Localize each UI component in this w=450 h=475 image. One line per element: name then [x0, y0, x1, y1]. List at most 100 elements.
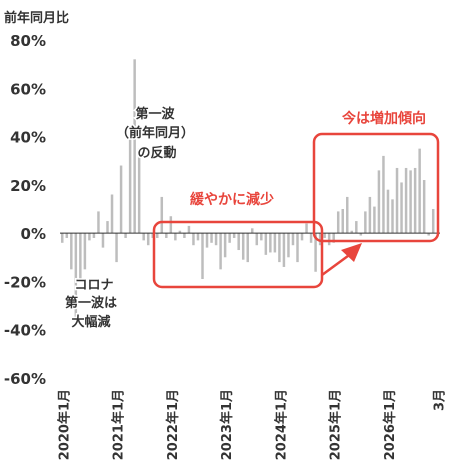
annotation-covid-drop: コロナ 第一波は 大幅減	[63, 277, 118, 332]
bar	[128, 136, 132, 234]
bar	[237, 233, 240, 251]
bar	[341, 209, 344, 234]
annotation-line: 第一波は	[65, 295, 117, 311]
bar	[79, 233, 82, 282]
x-tick-label: 2023年1月	[219, 389, 235, 460]
y-tick-label: 60%	[10, 80, 46, 98]
y-tick-label: 0%	[21, 225, 46, 243]
bar	[382, 155, 385, 234]
bar	[88, 233, 91, 241]
bar	[92, 233, 96, 238]
bar	[431, 209, 435, 234]
bar	[160, 196, 164, 234]
x-tick-label: 2025年1月	[328, 389, 344, 460]
annotation-line: 大幅減	[71, 314, 110, 330]
x-tick-label: 2022年1月	[165, 389, 181, 460]
annotation-increase: 今は増加傾向	[341, 110, 426, 127]
bar	[386, 189, 390, 234]
bar	[232, 233, 236, 238]
bar	[241, 233, 245, 260]
bar	[364, 211, 367, 234]
x-tick-label: 2020年1月	[56, 389, 72, 460]
bar	[201, 233, 204, 280]
bar	[391, 199, 394, 234]
bar	[287, 233, 290, 258]
last-month-label: 3月	[433, 389, 448, 411]
bar	[223, 233, 227, 258]
x-tick-label: 2021年1月	[111, 389, 127, 460]
bar	[282, 233, 286, 267]
annotation-line: の反動	[137, 145, 176, 161]
highlight-box-increase	[312, 132, 440, 243]
bar	[228, 233, 231, 243]
x-tick-label: 2024年1月	[273, 389, 289, 460]
bar	[255, 233, 259, 246]
y-tick-label: -60%	[4, 370, 46, 388]
bar	[187, 225, 191, 234]
annotation-line: 第一波	[135, 106, 175, 122]
bar	[115, 233, 118, 263]
arrow-shaft	[321, 251, 353, 277]
bar	[142, 233, 145, 241]
bar	[296, 233, 299, 263]
bar	[165, 233, 168, 238]
bar	[137, 148, 141, 234]
bar	[192, 233, 195, 246]
bar	[70, 233, 73, 270]
y-tick-label: -40%	[4, 322, 46, 340]
annotation-line: （前年同月）	[116, 125, 194, 141]
bar	[119, 165, 123, 234]
annotation-slow-decline: 緩やかに減少	[190, 191, 274, 208]
bar	[291, 233, 295, 246]
bar	[205, 233, 209, 248]
bar	[74, 233, 78, 325]
bar	[377, 170, 381, 234]
bar	[83, 233, 87, 270]
bar	[146, 233, 150, 246]
bar	[269, 233, 272, 253]
bar	[400, 182, 403, 234]
bar	[219, 233, 222, 270]
y-tick-labels: 80% 60% 40% 20% 0% -20% -40% -60%	[4, 32, 46, 388]
bar	[196, 233, 200, 241]
bar	[300, 233, 304, 241]
bar	[427, 233, 430, 236]
bar	[210, 233, 213, 243]
bar	[106, 221, 109, 234]
bar	[151, 233, 154, 238]
arrow-head	[341, 243, 362, 262]
bar	[61, 233, 64, 243]
bar	[278, 233, 281, 263]
bar	[413, 167, 417, 234]
bar	[156, 233, 159, 238]
bar	[418, 148, 421, 234]
bar	[101, 233, 105, 248]
y-axis-title: 前年同月比	[4, 10, 69, 26]
annotation-line: コロナ	[74, 278, 113, 293]
y-tick-label: 80%	[10, 32, 46, 50]
y-tick-label: -20%	[4, 273, 46, 291]
bar	[305, 223, 308, 234]
x-tick-labels: 2020年1月 2021年1月 2022年1月 2023年1月 2024年1月 2025年…	[56, 389, 398, 460]
bar	[373, 206, 376, 234]
bar	[214, 233, 218, 246]
bar	[327, 233, 331, 246]
bar	[251, 228, 254, 234]
bar	[355, 221, 358, 234]
bar	[183, 233, 186, 238]
bar	[359, 233, 363, 236]
bar	[323, 233, 326, 238]
bar	[336, 211, 340, 234]
bar	[404, 167, 408, 234]
y-tick-label: 40%	[10, 129, 46, 147]
bar	[332, 233, 335, 243]
bar	[97, 211, 100, 234]
bar	[309, 233, 313, 243]
bar	[264, 233, 268, 255]
bar	[246, 233, 249, 263]
bar	[422, 180, 426, 234]
bar	[178, 230, 182, 234]
bar	[409, 170, 412, 234]
